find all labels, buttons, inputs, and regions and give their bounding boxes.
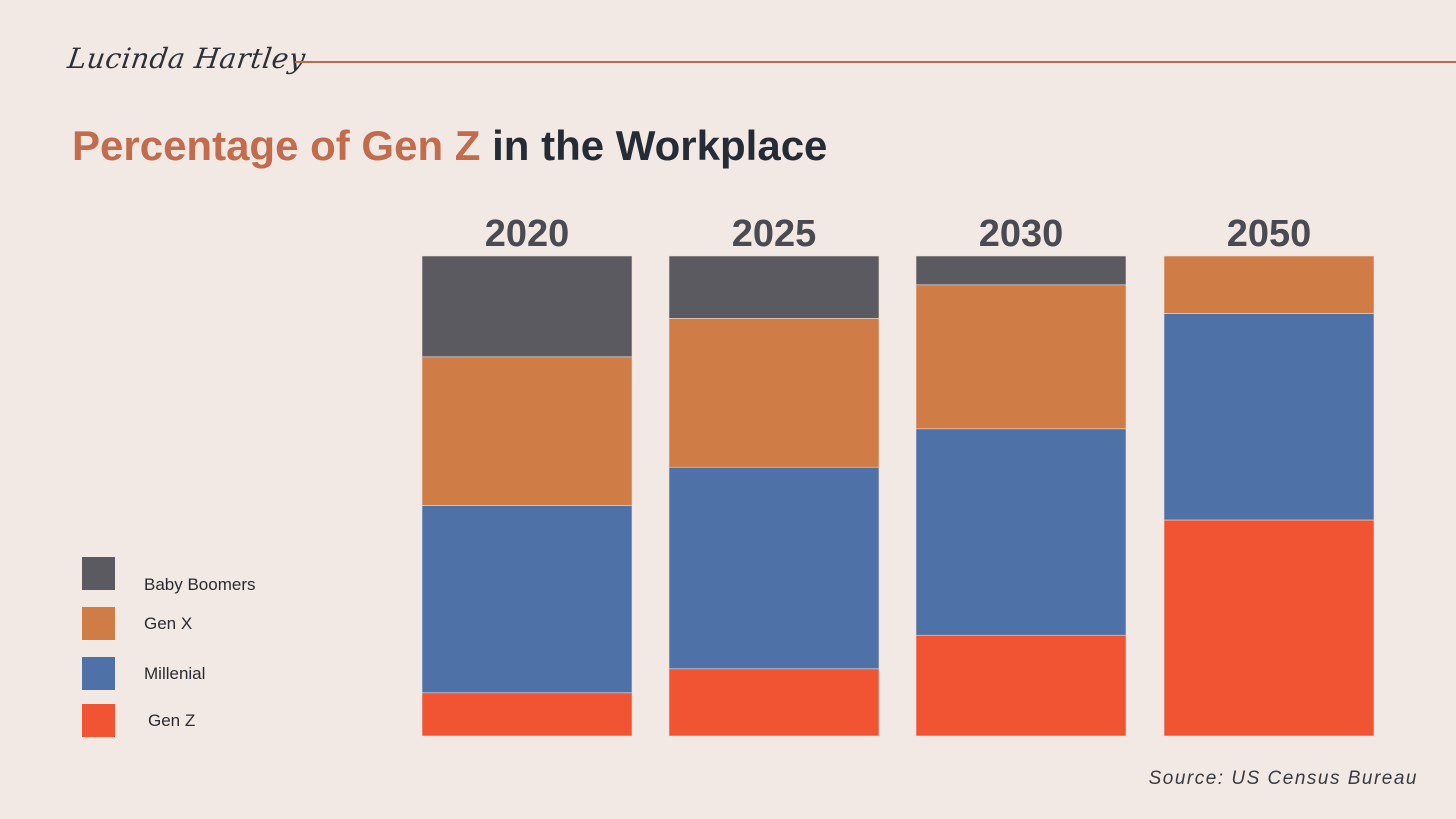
bar-segment-gen-x-2025 <box>668 318 880 468</box>
category-label-2020: 2020 <box>485 213 570 255</box>
legend-swatch-baby-boomers <box>82 557 115 590</box>
legend-swatch-millenial <box>82 657 115 690</box>
bar-segment-gen-x-2050 <box>1163 255 1375 314</box>
bar-segment-gen-x-2020 <box>421 356 633 506</box>
title-rest: in the Workplace <box>492 122 828 169</box>
category-label-2030: 2030 <box>979 213 1064 255</box>
legend-label-gen-z: Gen Z <box>148 711 195 730</box>
legend-label-baby-boomers: Baby Boomers <box>144 575 256 594</box>
bar-segment-gen-z-2030 <box>915 634 1127 737</box>
bar-segment-baby-boomers-2020 <box>421 255 633 358</box>
bar-segment-millenial-2025 <box>668 466 880 670</box>
source-note: Source: US Census Bureau <box>1148 768 1418 789</box>
chart-title: Percentage of Gen Z in the Workplace <box>72 122 827 170</box>
bar-segment-gen-z-2050 <box>1163 519 1375 737</box>
title-accent: Percentage of Gen Z <box>72 122 481 169</box>
legend-swatch-gen-z <box>82 704 115 737</box>
bar-segment-gen-z-2025 <box>668 668 880 737</box>
legend-label-millenial: Millenial <box>144 664 205 683</box>
bar-segment-millenial-2020 <box>421 505 633 694</box>
legend-swatch-gen-x <box>82 607 115 640</box>
category-label-2050: 2050 <box>1227 213 1312 255</box>
bar-segment-gen-x-2030 <box>915 284 1127 430</box>
bar-segment-baby-boomers-2025 <box>668 255 880 319</box>
bar-segment-gen-z-2020 <box>421 692 633 737</box>
bar-segment-baby-boomers-2030 <box>915 255 1127 286</box>
bar-segment-millenial-2030 <box>915 428 1127 636</box>
bar-segment-millenial-2050 <box>1163 313 1375 521</box>
legend-label-gen-x: Gen X <box>144 614 192 633</box>
header-divider <box>295 61 1456 63</box>
category-label-2025: 2025 <box>732 213 817 255</box>
